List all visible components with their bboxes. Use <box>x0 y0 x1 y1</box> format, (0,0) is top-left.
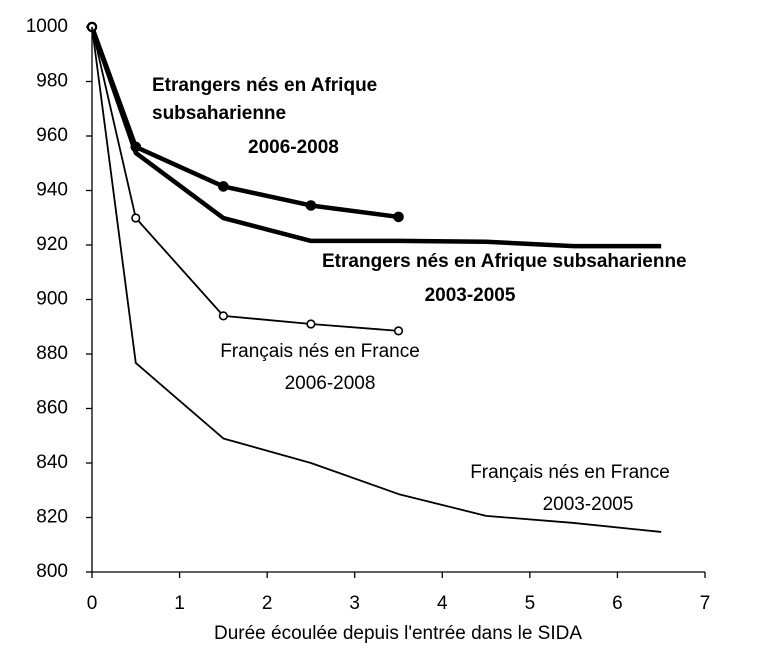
x-tick-label: 3 <box>349 593 360 614</box>
annotation: 2003-2005 <box>543 494 634 515</box>
x-tick-label: 7 <box>700 593 711 614</box>
annotation: Français nés en France <box>220 341 420 362</box>
y-tick-label: 800 <box>36 561 68 582</box>
x-tick-label: 4 <box>437 593 448 614</box>
y-tick-label: 1000 <box>26 16 68 37</box>
series-line <box>89 26 662 249</box>
y-tick-label: 840 <box>36 452 68 473</box>
y-tick-label: 880 <box>36 343 68 364</box>
annotation: 2003-2005 <box>425 285 516 306</box>
y-tick-label: 980 <box>36 71 68 92</box>
y-tick-label: 940 <box>36 180 68 201</box>
x-tick-label: 0 <box>87 593 98 614</box>
y-tick-label: 820 <box>36 507 68 528</box>
marker <box>306 319 316 329</box>
annotation: Etrangers nés en Afrique subsaharienne <box>322 251 687 272</box>
y-tick-label: 860 <box>36 398 68 419</box>
y-tick-label: 900 <box>36 289 68 310</box>
x-tick-label: 5 <box>525 593 536 614</box>
annotation: subsaharienne <box>152 103 286 124</box>
series-line <box>91 26 399 332</box>
marker <box>218 181 229 192</box>
x-tick-label: 1 <box>174 593 185 614</box>
y-tick-label: 920 <box>36 234 68 255</box>
x-tick-label: 6 <box>612 593 623 614</box>
annotation: 2006-2008 <box>285 373 376 394</box>
annotation: Français nés en France <box>470 462 670 483</box>
annotation: Etrangers nés en Afrique <box>152 75 377 96</box>
x-tick-label: 2 <box>262 593 273 614</box>
annotation: 2006-2008 <box>248 137 339 158</box>
marker <box>218 311 228 321</box>
series-line <box>91 26 662 533</box>
marker <box>305 200 317 211</box>
marker <box>131 213 141 223</box>
x-axis-label: Durée écoulée depuis l'entrée dans le SI… <box>214 623 582 644</box>
y-tick-label: 960 <box>36 125 68 146</box>
marker <box>393 211 404 223</box>
marker <box>393 326 404 336</box>
